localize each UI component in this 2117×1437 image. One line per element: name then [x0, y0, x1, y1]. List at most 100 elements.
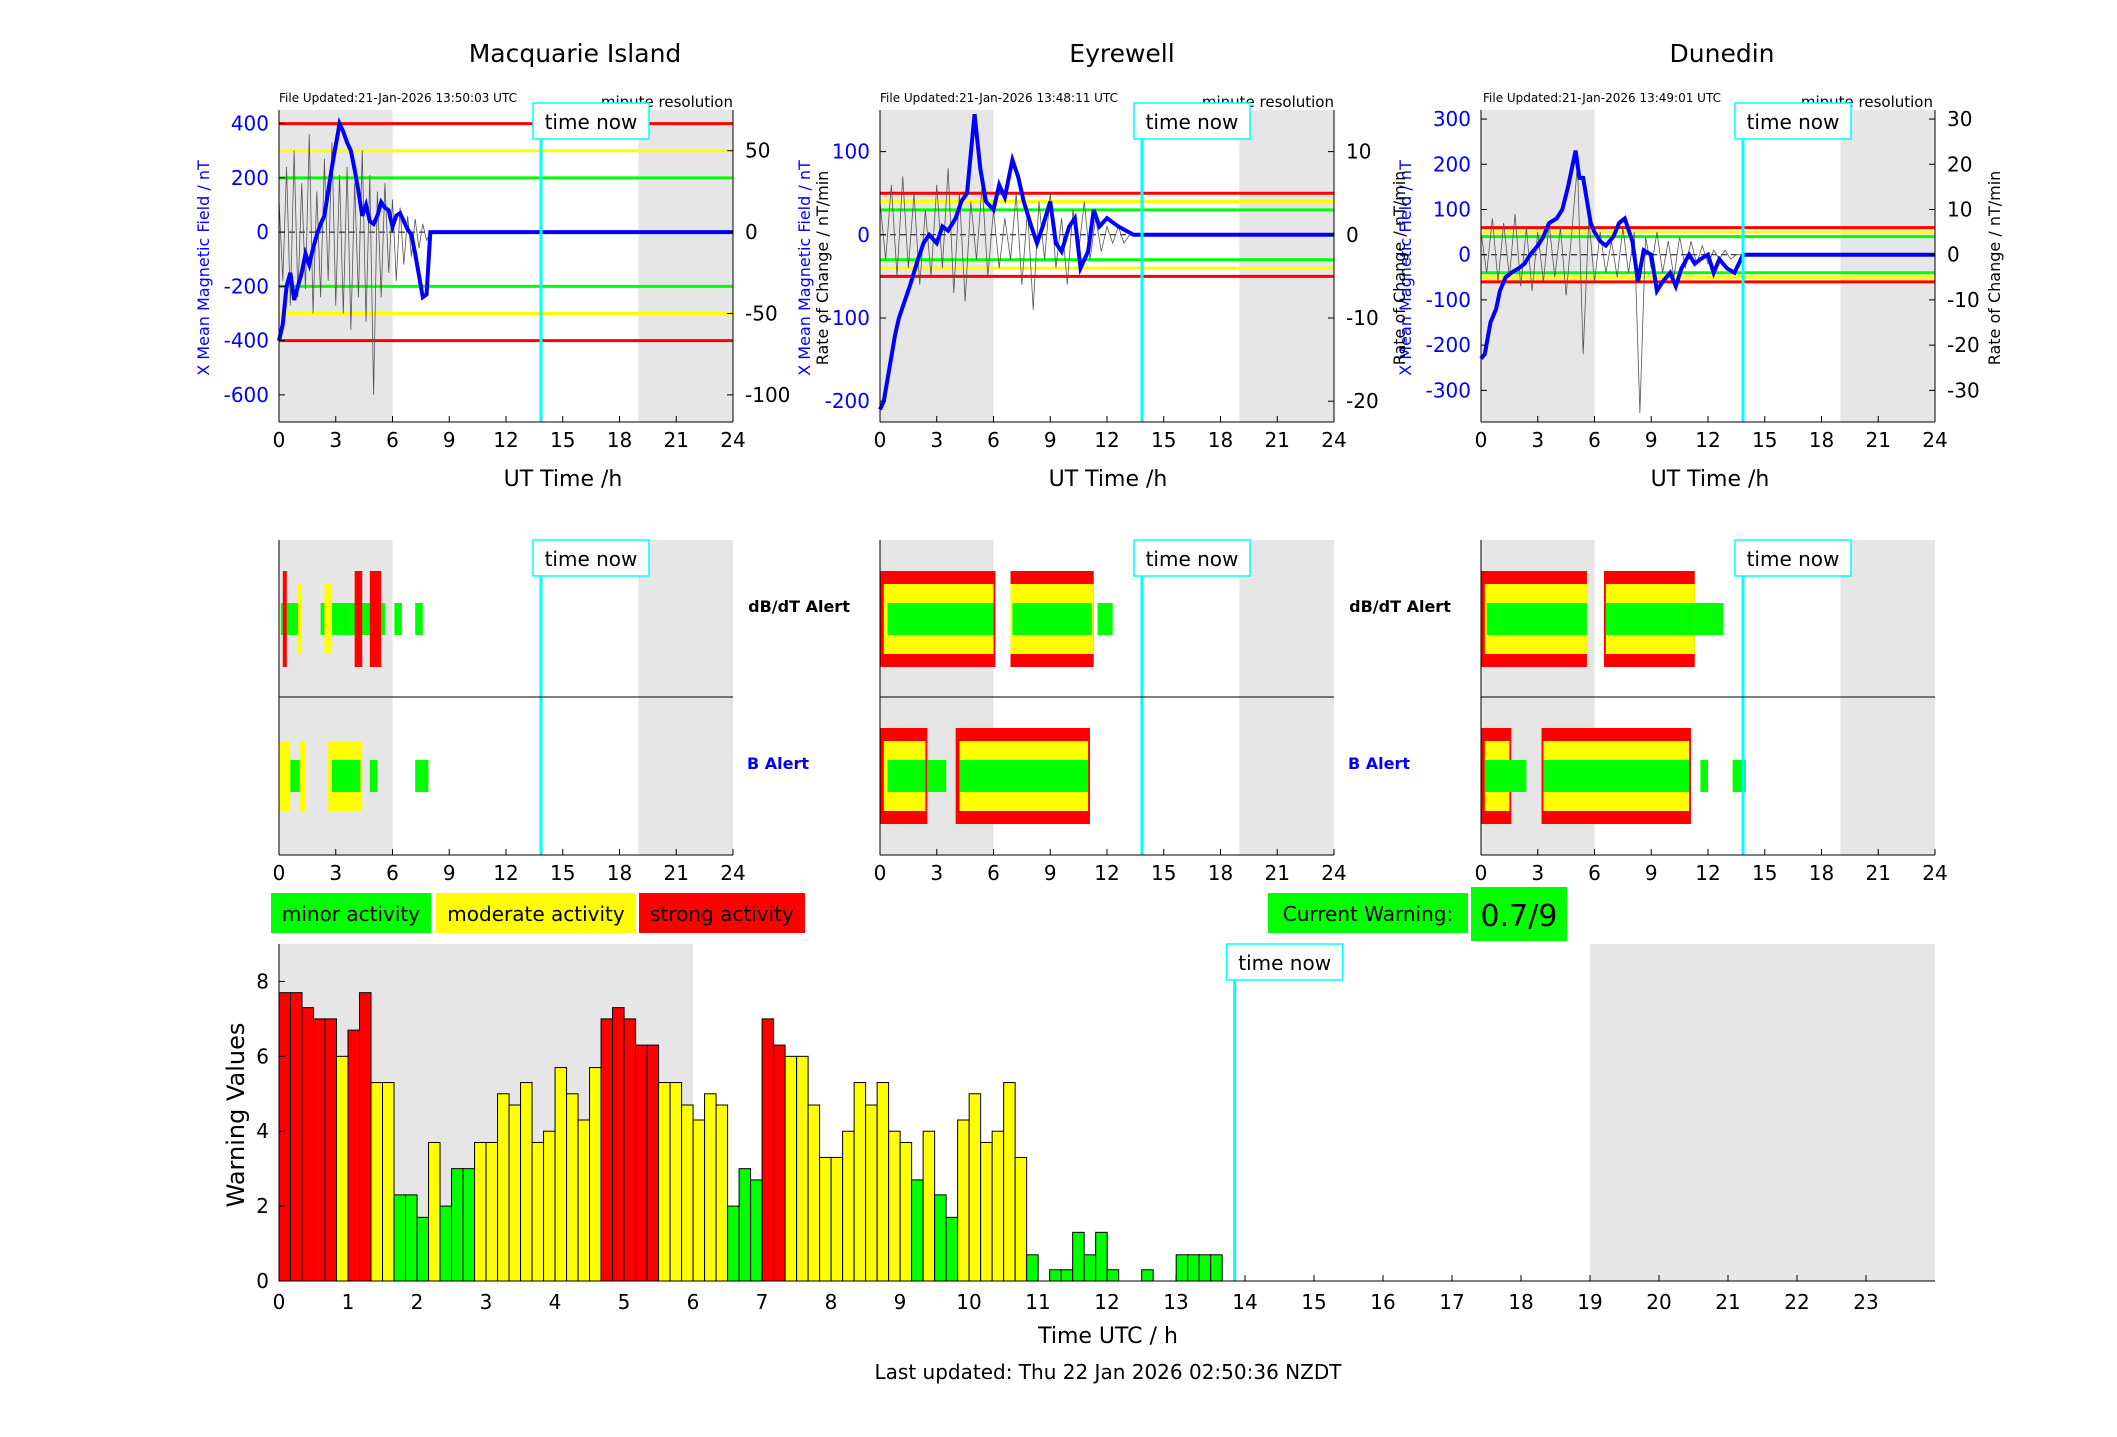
- x-tick-label: 3: [930, 861, 943, 885]
- x-tick-label: 3: [930, 428, 943, 452]
- warning-bar: [957, 1119, 970, 1282]
- warning-bar: [416, 1216, 430, 1282]
- warning-bar: [922, 1130, 936, 1282]
- time-now-box: [1133, 102, 1251, 140]
- file-updated-value: 21-Jan-2026 13:50:03 UTC: [358, 91, 517, 105]
- warning-bar: [980, 1141, 993, 1282]
- panel-title: Eyrewell: [1069, 39, 1174, 68]
- activity-legend: minor activity moderate activity strong …: [271, 893, 805, 933]
- x-tick-label: 5: [618, 1290, 631, 1314]
- warning-bar: [290, 992, 303, 1282]
- warning-bar: [278, 992, 292, 1282]
- warning-bar: [382, 1082, 395, 1282]
- y2-tick-label: 30: [1947, 107, 1972, 131]
- current-warning-value: 0.7/9: [1481, 899, 1558, 934]
- y-axis-label: X Mean Magnetic Field / nT: [194, 160, 213, 376]
- x-tick-label: 15: [1752, 861, 1777, 885]
- warning-bar: [393, 1194, 407, 1282]
- warning-bar: [1049, 1269, 1062, 1282]
- y-tick-label: 4: [256, 1119, 269, 1143]
- warning-bar: [796, 1055, 809, 1282]
- x-tick-label: 12: [1094, 1290, 1119, 1314]
- last-updated-text: Last updated: Thu 22 Jan 2026 02:50:36 N…: [875, 1360, 1343, 1384]
- x-axis-label: UT Time /h: [504, 467, 623, 492]
- x-tick-label: 21: [1715, 1290, 1740, 1314]
- file-updated-label: File Updated:: [1483, 91, 1562, 105]
- x-tick-label: 24: [1321, 428, 1346, 452]
- x-tick-label: 21: [664, 861, 689, 885]
- x-tick-label: 9: [443, 428, 456, 452]
- warning-bar: [1175, 1254, 1189, 1282]
- warning-bar: [554, 1067, 568, 1282]
- warning-bar: [715, 1104, 729, 1282]
- x-tick-label: 18: [607, 428, 632, 452]
- dbdt-alert-bar-green: [887, 603, 994, 635]
- y-tick-label: -100: [825, 306, 870, 330]
- b-alert-bar-yellow: [279, 741, 291, 811]
- dbdt-alert-label: dB/dT Alert: [748, 597, 850, 616]
- warning-bar: [428, 1141, 441, 1282]
- warning-bar: [336, 1055, 349, 1282]
- y-tick-label: -200: [825, 389, 870, 413]
- warning-bar: [945, 1216, 959, 1282]
- file-updated-text: File Updated:21-Jan-2026 13:50:03 UTC: [279, 91, 517, 105]
- warning-bar: [301, 1007, 315, 1282]
- dbdt-alert-bar-red: [282, 571, 287, 667]
- mean-field-line: [277, 116, 733, 342]
- x-axis-label: UT Time /h: [1651, 467, 1770, 492]
- x-tick-label: 9: [894, 1290, 907, 1314]
- x-tick-label: 21: [1866, 861, 1891, 885]
- alert-panel-eyrewell: time now 0 3 6 9 12 15 18 21 24: [874, 539, 1347, 885]
- bar-y-axis-label: Warning Values: [222, 1023, 250, 1208]
- warning-bar: [451, 1168, 464, 1282]
- x-tick-label: 0: [273, 428, 286, 452]
- x-tick-label: 11: [1025, 1290, 1050, 1314]
- warning-bar: [520, 1082, 533, 1282]
- warning-bar: [934, 1194, 947, 1282]
- y-tick-label: 400: [231, 112, 269, 136]
- y2-tick-label: -20: [1947, 333, 1980, 357]
- x-tick-label: 21: [1265, 861, 1290, 885]
- warning-bar: [669, 1082, 683, 1282]
- x-tick-label: 0: [1475, 861, 1488, 885]
- x-tick-label: 19: [1577, 1290, 1602, 1314]
- y-axis-label: X Mean Magnetic Field / nT: [795, 160, 814, 376]
- dbdt-alert-bar-green: [1605, 603, 1695, 635]
- x-tick-label: 0: [1475, 428, 1488, 452]
- current-warning: Current Warning: 0.7/9: [1268, 887, 1567, 941]
- y2-axis-label-outer: Rate of Change / nT/min: [1985, 171, 2004, 366]
- x-tick-label: 15: [1151, 428, 1176, 452]
- time-now-label: time now: [1747, 110, 1840, 134]
- warning-bar: [1210, 1254, 1223, 1282]
- warning-bar: [623, 1018, 637, 1282]
- warning-bar: [968, 1093, 982, 1282]
- x-tick-label: 18: [1809, 861, 1834, 885]
- warning-bar: [600, 1018, 614, 1282]
- bar-x-axis-label: Time UTC / h: [1037, 1324, 1178, 1349]
- x-tick-label: 14: [1232, 1290, 1257, 1314]
- file-updated-value: 21-Jan-2026 13:49:01 UTC: [1562, 91, 1721, 105]
- warning-bar: [1141, 1269, 1154, 1282]
- night-shade: [1840, 110, 1935, 422]
- y-tick-label: 0: [857, 223, 870, 247]
- y-tick-label: 100: [1433, 197, 1471, 221]
- warning-bar: [589, 1067, 602, 1282]
- dbdt-alert-bar-green: [1012, 603, 1092, 635]
- time-now-label: time now: [545, 110, 638, 134]
- b-alert-bar-green: [887, 760, 926, 792]
- y2-tick-label: -20: [1346, 389, 1379, 413]
- y2-tick-label: -30: [1947, 378, 1980, 402]
- y-tick-label: -200: [1426, 333, 1471, 357]
- warning-bar: [497, 1093, 510, 1282]
- x-tick-label: 15: [1151, 861, 1176, 885]
- time-now-label: time now: [1238, 951, 1331, 975]
- x-tick-label: 21: [1866, 428, 1891, 452]
- y-tick-label: 2: [256, 1194, 269, 1218]
- warning-bar: [1072, 1231, 1085, 1282]
- y-tick-label: 6: [256, 1044, 269, 1068]
- file-updated-label: File Updated:: [279, 91, 358, 105]
- x-tick-label: 6: [987, 861, 1000, 885]
- legend-moderate-swatch: [436, 893, 636, 933]
- warning-bar: [991, 1130, 1005, 1282]
- b-alert-bar-yellow: [299, 741, 306, 811]
